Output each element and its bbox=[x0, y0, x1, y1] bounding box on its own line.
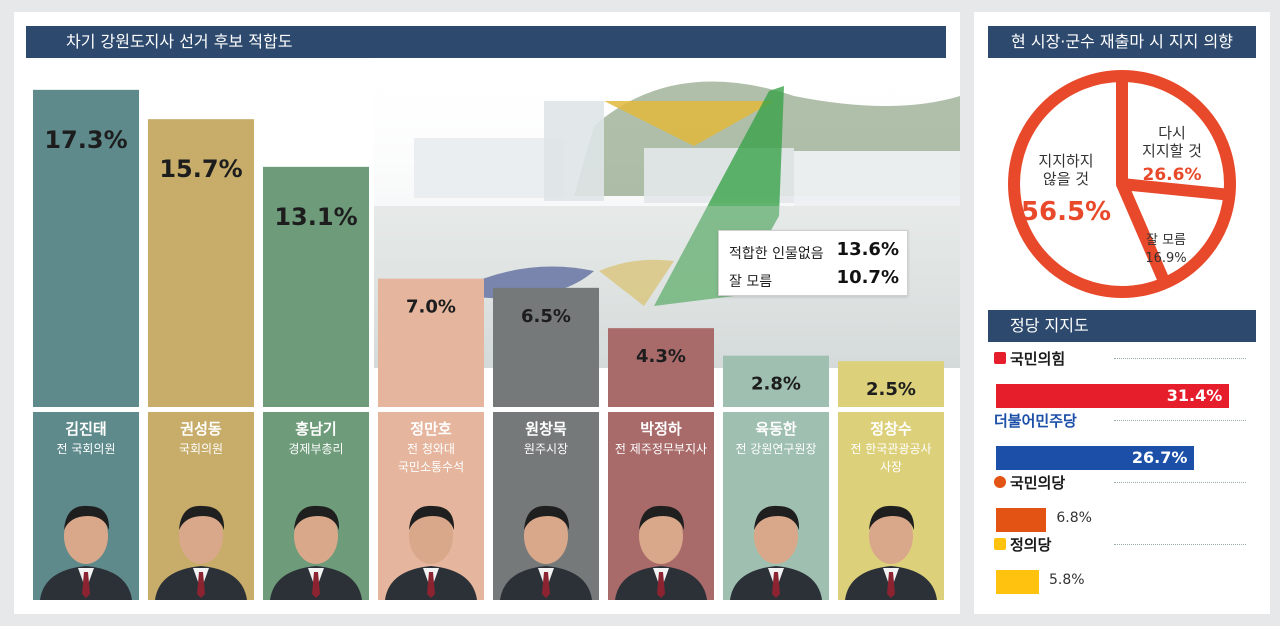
candidate-bar-chart: 17.3% 15.7% 13.1% 7.0% 6.5% 4.3% 2.8% 2.5% bbox=[33, 89, 944, 408]
note-box: 적합한 인물없음 13.6% 잘 모름 10.7% bbox=[718, 230, 908, 296]
candidate-name: 김진태 bbox=[65, 420, 107, 438]
candidate-title: 전 한국관광공사 bbox=[850, 442, 932, 456]
candidate-title: 원주시장 bbox=[523, 442, 569, 456]
pie-title: 현 시장·군수 재출마 시 지지 의향 bbox=[988, 26, 1256, 58]
candidate-name: 원창묵 bbox=[525, 420, 567, 438]
candidate-name: 박정하 bbox=[640, 420, 682, 438]
bar-value-label: 2.5% bbox=[866, 379, 916, 400]
candidate-title: 전 강원연구원장 bbox=[735, 442, 817, 456]
party-value-label: 5.8% bbox=[1048, 572, 1085, 588]
party-dotted-leader bbox=[1114, 420, 1246, 421]
bar-value-label: 2.8% bbox=[751, 374, 801, 395]
party-value-label: 26.7% bbox=[1131, 448, 1188, 467]
candidate-portrait bbox=[155, 505, 247, 600]
note-value: 13.6% bbox=[836, 239, 899, 260]
pie-slice-label: 다시 bbox=[1158, 124, 1186, 142]
bar-value-label: 6.5% bbox=[521, 306, 571, 327]
pie-center bbox=[1116, 178, 1128, 190]
pie-slice-label: 잘 모름 bbox=[1146, 233, 1186, 248]
candidate-title: 전 청와대 bbox=[407, 442, 455, 456]
party-value-label: 31.4% bbox=[1166, 386, 1223, 405]
candidate-portrait bbox=[40, 505, 132, 600]
party-bar-2 bbox=[996, 446, 1194, 470]
bar-value-label: 17.3% bbox=[44, 126, 127, 154]
candidate-name: 홍남기 bbox=[295, 420, 337, 438]
pie-slice-value: 26.6% bbox=[1143, 165, 1202, 185]
candidate-portrait bbox=[615, 505, 707, 600]
party-mark-icon bbox=[994, 538, 1006, 550]
party-logo-1: 국민의힘 bbox=[994, 348, 1065, 369]
pie-slice-value: 16.9% bbox=[1145, 251, 1186, 266]
candidate-title: 사장 bbox=[879, 460, 903, 474]
party-name: 국민의당 bbox=[1010, 474, 1066, 492]
bar-5 bbox=[493, 287, 599, 407]
note-label: 적합한 인물없음 bbox=[729, 246, 824, 262]
party-mark-icon bbox=[994, 352, 1006, 364]
candidate-name: 정창수 bbox=[870, 420, 912, 438]
party-bar-3 bbox=[996, 508, 1047, 532]
party-bar-1 bbox=[996, 384, 1229, 408]
party-logo-4: 정의당 bbox=[994, 534, 1051, 555]
party-value-label: 6.8% bbox=[1056, 510, 1092, 526]
pie-slice-label: 지지하지 bbox=[1038, 152, 1093, 170]
party-logo-3: 국민의당 bbox=[994, 472, 1065, 493]
pie-slice-divider bbox=[1121, 178, 1231, 201]
candidate-title: 전 제주정무부지사 bbox=[614, 442, 708, 456]
party-bar-4 bbox=[996, 570, 1039, 594]
party-dotted-leader bbox=[1114, 358, 1246, 359]
candidate-portrait bbox=[730, 505, 822, 600]
bar-value-label: 13.1% bbox=[274, 203, 357, 231]
candidate-fitness-panel: 차기 강원도지사 선거 후보 적합도 17.3% 15.7% 13.1% 7.0% 6.… bbox=[14, 12, 960, 614]
bar-8 bbox=[838, 361, 944, 407]
bar-value-label: 15.7% bbox=[159, 155, 242, 183]
note-row-unknown: 잘 모름 10.7% bbox=[729, 267, 899, 293]
candidate-portrait bbox=[845, 505, 937, 600]
right-panel: 현 시장·군수 재출마 시 지지 의향 다시 지지할 것 26.6% 잘 모름 16.9… bbox=[974, 12, 1270, 614]
pie-slice-label: 지지할 것 bbox=[1142, 142, 1202, 160]
party-name: 국민의힘 bbox=[1010, 350, 1066, 368]
candidate-title: 국민소통수석 bbox=[397, 460, 465, 474]
candidate-name: 권성동 bbox=[180, 420, 222, 438]
candidate-title: 국회의원 bbox=[178, 442, 224, 456]
pie-slice-label: 않을 것 bbox=[1043, 170, 1089, 188]
candidate-portrait bbox=[270, 505, 362, 600]
bar-2 bbox=[148, 119, 254, 408]
party-name: 더불어민주당 bbox=[994, 412, 1077, 430]
bar-3 bbox=[263, 166, 369, 407]
candidate-portrait bbox=[385, 505, 477, 600]
bar-1 bbox=[33, 89, 139, 407]
note-value: 10.7% bbox=[836, 267, 899, 288]
note-row-no-fit: 적합한 인물없음 13.6% bbox=[729, 239, 899, 265]
note-label: 잘 모름 bbox=[729, 274, 773, 290]
bar-4 bbox=[378, 278, 484, 407]
candidate-title: 전 국회의원 bbox=[56, 442, 116, 456]
party-name: 정의당 bbox=[1010, 536, 1052, 554]
left-title: 차기 강원도지사 선거 후보 적합도 bbox=[26, 26, 946, 58]
party-dotted-leader bbox=[1114, 482, 1246, 483]
bar-6 bbox=[608, 328, 714, 407]
candidate-portrait bbox=[500, 505, 592, 600]
party-title: 정당 지지도 bbox=[988, 310, 1256, 342]
pie-slice-value: 56.5% bbox=[1021, 197, 1111, 227]
bar-value-label: 4.3% bbox=[636, 346, 686, 367]
candidate-name: 육동한 bbox=[755, 420, 797, 438]
party-mark-icon bbox=[994, 476, 1006, 488]
party-dotted-leader bbox=[1114, 544, 1246, 545]
bar-7 bbox=[723, 355, 829, 407]
candidate-name: 정만호 bbox=[410, 420, 452, 438]
pie-slice-divider bbox=[1116, 181, 1171, 286]
party-logo-2: 더불어민주당 bbox=[994, 410, 1077, 431]
bar-value-label: 7.0% bbox=[406, 297, 456, 318]
candidate-title: 경제부총리 bbox=[288, 442, 344, 456]
